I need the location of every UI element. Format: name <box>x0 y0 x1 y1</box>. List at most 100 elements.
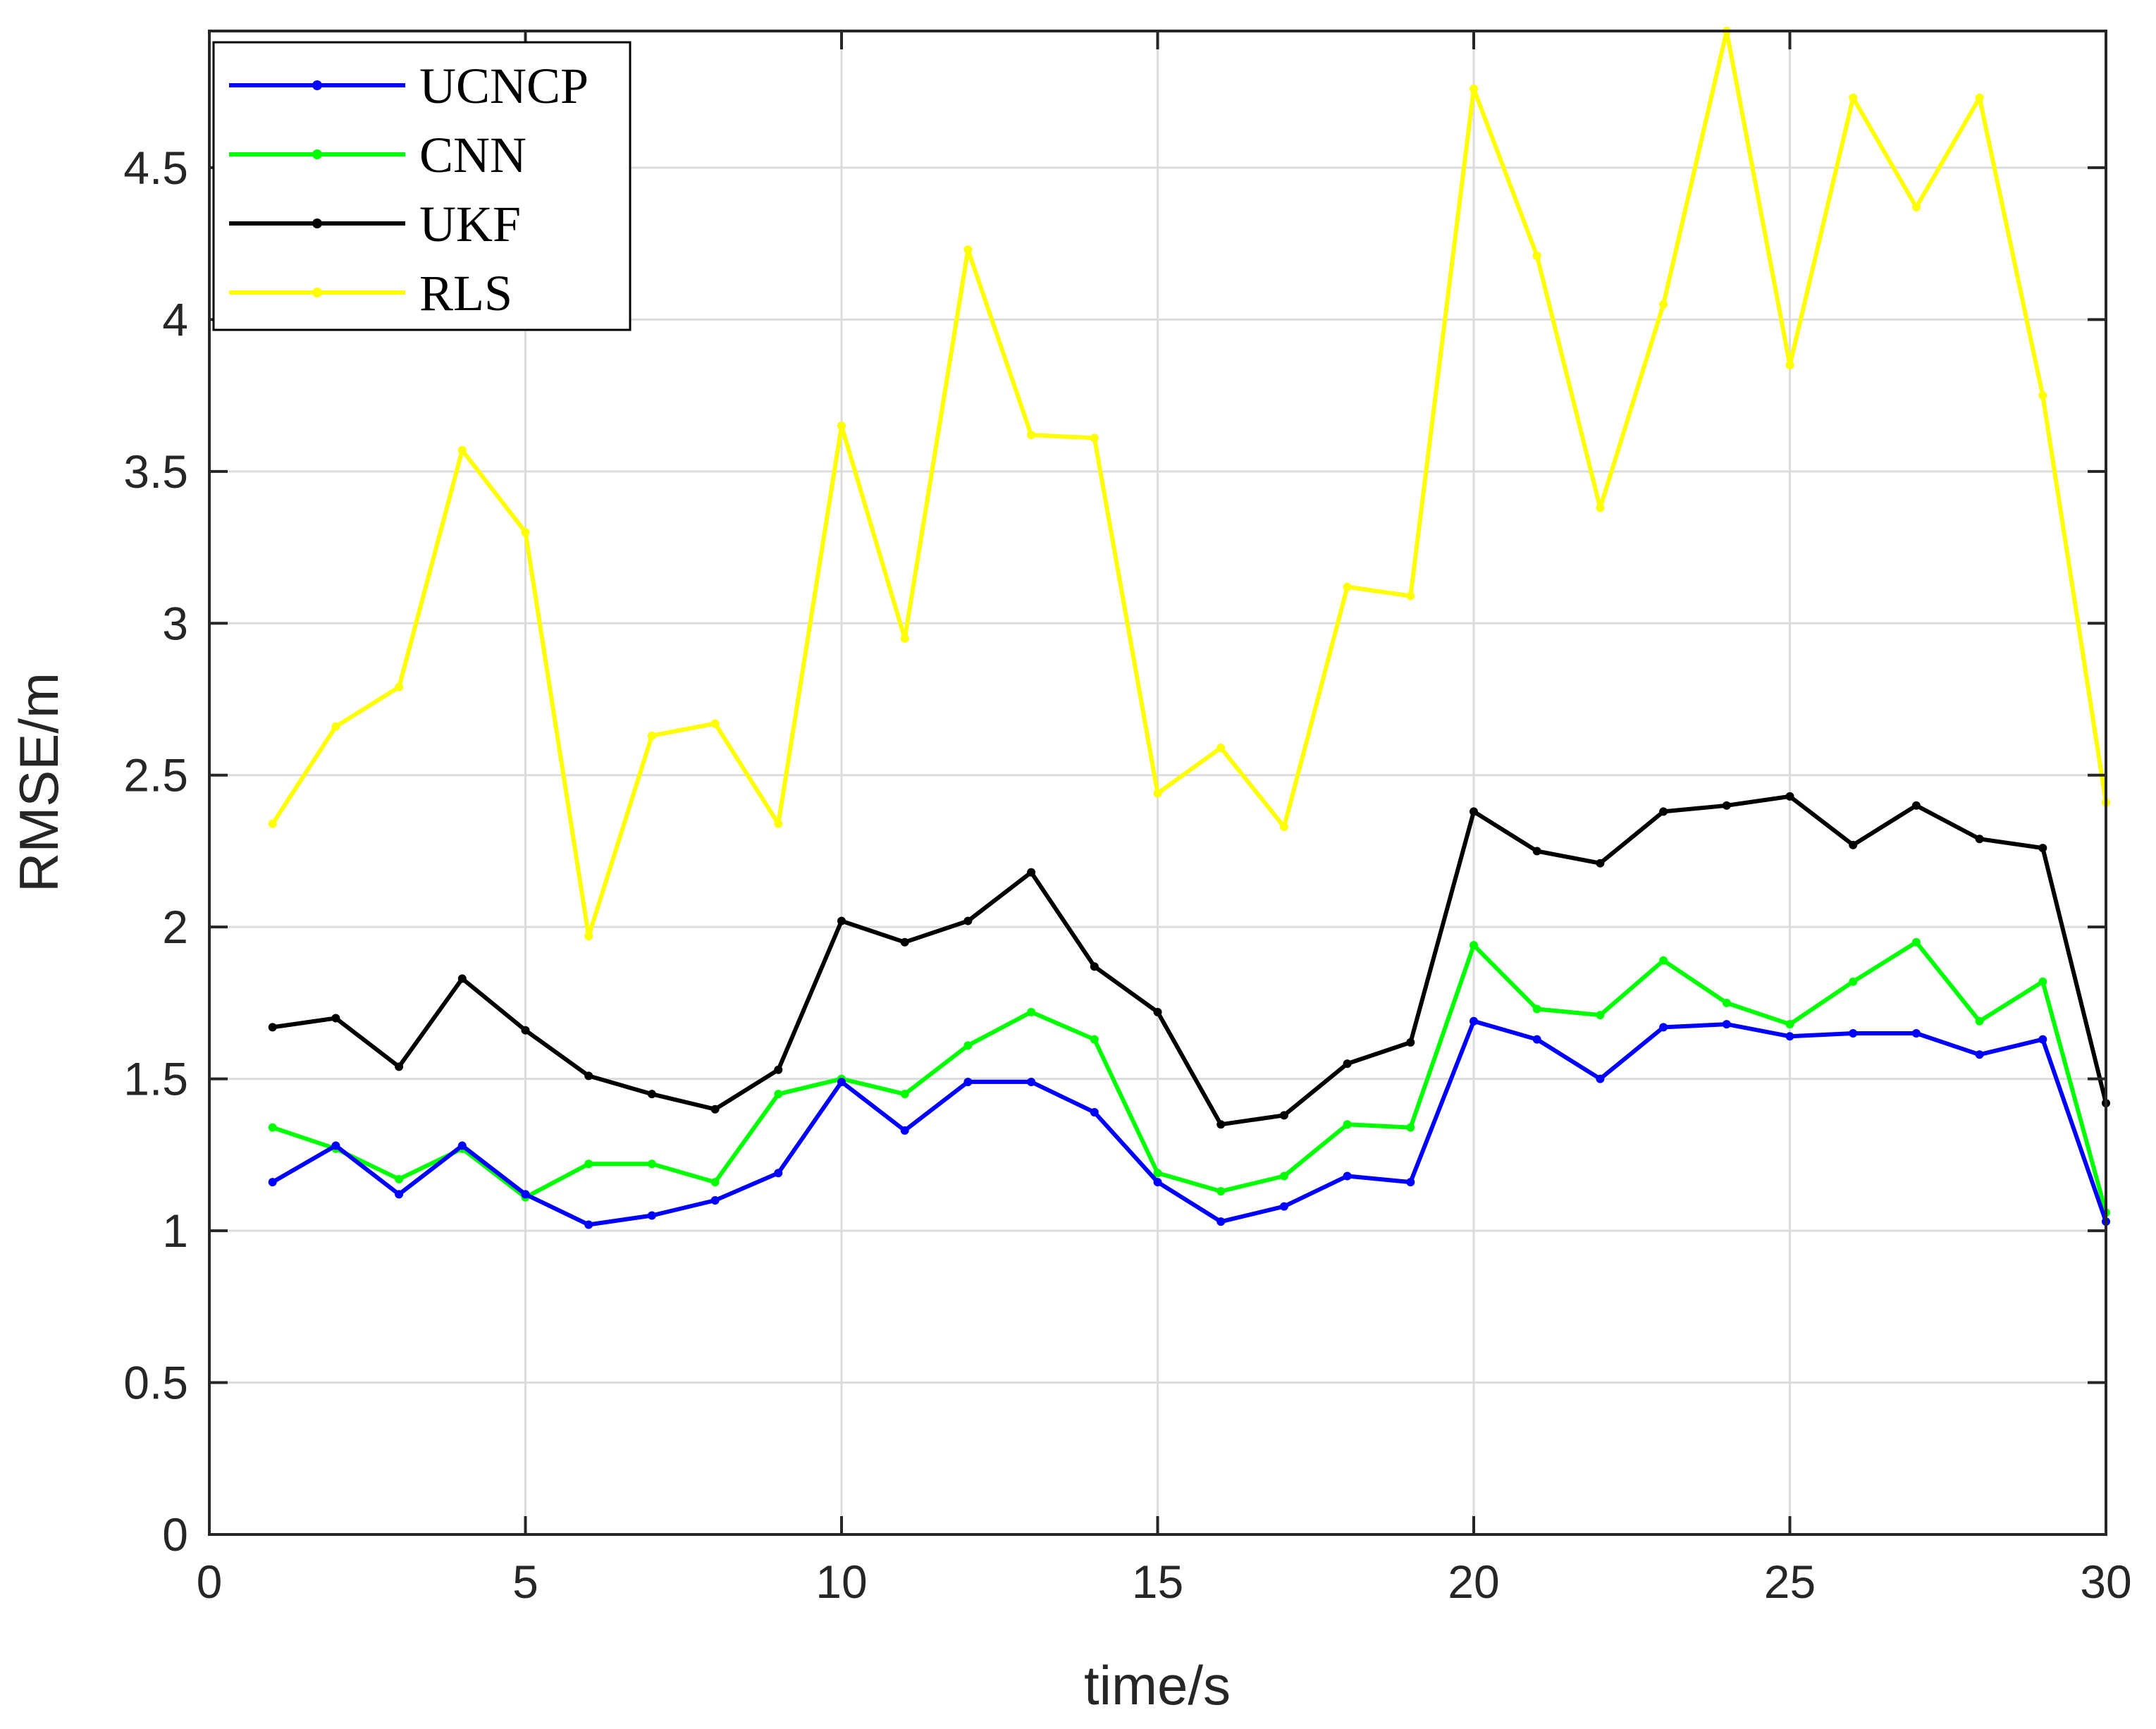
data-point <box>1596 859 1605 868</box>
y-tick-label: 1.5 <box>123 1053 188 1105</box>
series-line <box>271 29 2108 939</box>
data-point <box>1090 962 1099 971</box>
data-point <box>268 1123 277 1132</box>
data-point <box>1216 743 1226 752</box>
data-point <box>1911 801 1921 810</box>
data-point <box>1532 1004 1541 1014</box>
data-point <box>1975 835 1984 844</box>
data-point <box>1975 93 1984 102</box>
data-point <box>1153 1178 1162 1187</box>
data-point <box>837 422 846 431</box>
series-cnn <box>268 937 2110 1217</box>
x-tick-label: 20 <box>1448 1556 1499 1608</box>
data-point <box>2038 844 2047 853</box>
x-tick-label: 15 <box>1132 1556 1183 1608</box>
data-point <box>584 1220 593 1229</box>
data-point <box>1596 503 1605 512</box>
series-rls <box>268 27 2110 941</box>
data-point <box>1406 1038 1415 1047</box>
data-point <box>1659 956 1668 965</box>
data-point <box>710 1178 720 1187</box>
y-tick-label: 4.5 <box>123 142 188 194</box>
y-tick-label: 0 <box>162 1508 188 1561</box>
data-point <box>2038 977 2047 986</box>
legend-box <box>212 41 632 331</box>
y-tick-label: 2.5 <box>123 749 188 801</box>
data-point <box>1911 1029 1921 1038</box>
data-point <box>2038 1035 2047 1044</box>
y-tick-label: 4 <box>162 293 188 345</box>
data-point <box>774 1065 783 1074</box>
legend-marker <box>312 149 322 159</box>
data-point <box>1090 1035 1099 1044</box>
y-tick-label: 2 <box>162 901 188 953</box>
data-point <box>1216 1217 1226 1226</box>
data-point <box>1975 1016 1984 1026</box>
data-point <box>1406 1123 1415 1132</box>
data-point <box>1216 1120 1226 1129</box>
data-point <box>1659 300 1668 309</box>
data-point <box>1470 84 1478 93</box>
data-point <box>1153 1169 1162 1178</box>
data-point <box>1911 202 1921 211</box>
data-point <box>1406 591 1415 601</box>
data-point <box>1027 868 1036 877</box>
data-point <box>1532 251 1541 260</box>
data-point <box>1470 807 1478 816</box>
data-point <box>1785 792 1794 801</box>
data-point <box>1596 1011 1605 1020</box>
data-point <box>521 1190 530 1199</box>
x-tick-label: 30 <box>2080 1556 2131 1608</box>
data-point <box>395 1062 404 1071</box>
data-point <box>774 1090 783 1099</box>
data-point <box>1027 431 1036 440</box>
data-point <box>1406 1178 1415 1187</box>
axis-ticks: 0 5 10 15 20 25 30 0 0.5 1 1.5 2 2.5 3 3.5 4 4.5 <box>123 31 2132 1608</box>
data-point <box>710 1196 720 1205</box>
y-tick-label: 1 <box>162 1205 188 1257</box>
data-point <box>647 731 656 740</box>
legend-item-ucncp: UCNCP <box>229 58 589 114</box>
data-point <box>331 1141 340 1150</box>
data-point <box>647 1159 656 1169</box>
data-point <box>1596 1074 1605 1083</box>
legend-label: UKF <box>419 196 521 252</box>
data-point <box>1090 433 1099 443</box>
data-point <box>774 1169 783 1178</box>
data-point <box>900 1090 909 1099</box>
data-point <box>900 937 909 947</box>
data-point <box>710 1105 720 1114</box>
data-point <box>1532 1035 1541 1044</box>
data-point <box>268 1023 277 1032</box>
data-point <box>1279 822 1288 831</box>
data-point <box>1090 1108 1099 1117</box>
legend-label: UCNCP <box>419 58 589 114</box>
y-tick-label: 3 <box>162 597 188 649</box>
data-point <box>268 819 277 828</box>
data-point <box>521 528 530 536</box>
data-point <box>1343 1059 1352 1069</box>
data-point <box>900 1126 909 1135</box>
data-point <box>268 1178 277 1187</box>
y-tick-label: 0.5 <box>123 1357 188 1409</box>
x-tick-label: 10 <box>815 1556 867 1608</box>
data-point <box>963 245 973 254</box>
data-point <box>1279 1202 1288 1211</box>
series-ukf <box>268 792 2110 1129</box>
data-point <box>1532 847 1541 856</box>
legend-label: CNN <box>419 127 526 183</box>
data-point <box>521 1026 530 1035</box>
data-point <box>1279 1171 1288 1181</box>
data-point <box>963 1077 973 1086</box>
legend-item-ukf: UKF <box>229 196 521 252</box>
data-point <box>1911 937 1921 947</box>
data-point <box>457 445 467 455</box>
data-point <box>1343 582 1352 591</box>
data-point <box>1216 1187 1226 1196</box>
legend-marker <box>312 219 322 228</box>
data-point <box>331 722 340 731</box>
legend-marker <box>312 80 322 90</box>
legend: UCNCP CNN UKF RLS <box>212 41 632 331</box>
data-point <box>1975 1050 1984 1059</box>
data-point <box>963 1041 973 1050</box>
